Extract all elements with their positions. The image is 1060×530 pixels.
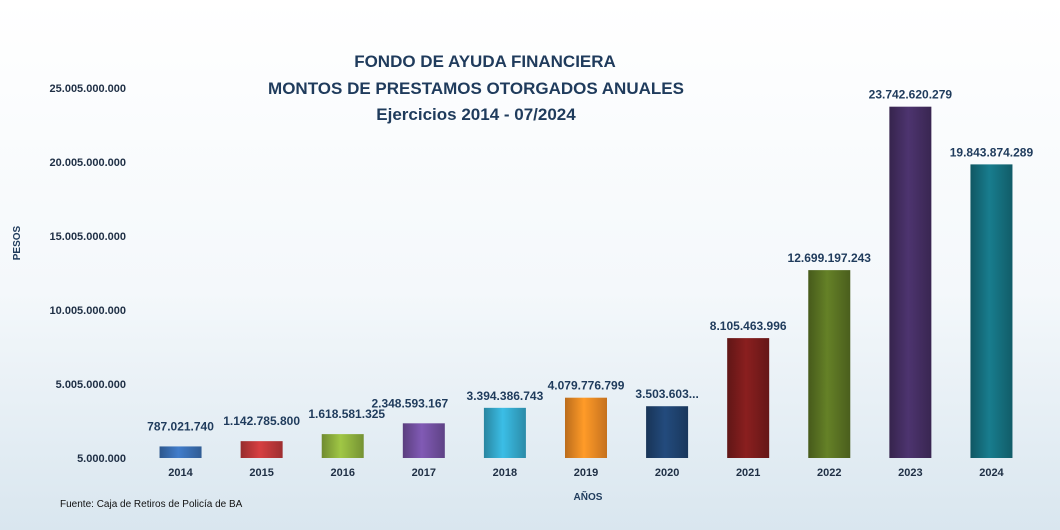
x-tick-2020: 2020: [655, 467, 679, 479]
data-label-2022: 12.699.197.243: [788, 251, 872, 265]
data-labels: 787.021.740 1.142.785.800 1.618.581.3252.3…: [147, 88, 1033, 434]
data-label-2017: 2.348.593.167: [371, 396, 448, 410]
bar-2019: [565, 397, 607, 458]
data-label-2016: 1.618.581.325: [308, 407, 385, 421]
y-axis-ticks: 5.000.000 5.005.000.000 10.005.000.000 15.0…: [50, 83, 126, 465]
x-tick-2024: 2024: [979, 467, 1004, 479]
x-tick-2014: 2014: [168, 467, 193, 479]
data-label-2019: 4.079.776.799: [548, 379, 625, 393]
x-tick-2019: 2019: [574, 467, 598, 479]
bar-2024: [970, 164, 1013, 459]
data-label-2020: 3.503.603...: [635, 387, 698, 401]
bar-2021: [727, 338, 770, 458]
bar-2017: [402, 423, 445, 458]
y-tick-label: 20.005.000.000: [50, 157, 126, 169]
data-label-2023: 23.742.620.279: [869, 88, 953, 102]
y-tick-label: 5.000.000: [77, 453, 126, 465]
bar-2014: [159, 446, 202, 458]
y-axis-title: PESOS: [12, 225, 23, 260]
y-tick-label: 5.005.000.000: [56, 379, 126, 391]
data-label-2024: 19.843.874.289: [950, 145, 1034, 159]
bar-2020: [646, 406, 689, 458]
x-axis-ticks: 2014 2015 2016 2017 2018 2019 2020 2021 2022 2023…: [168, 467, 1004, 479]
x-tick-2021: 2021: [736, 467, 760, 479]
chart-title-line-1: FONDO DE AYUDA FINANCIERA: [354, 52, 616, 71]
x-tick-2017: 2017: [412, 467, 436, 479]
data-label-2015: 1.142.785.800: [223, 414, 300, 428]
x-tick-2016: 2016: [330, 467, 354, 479]
y-tick-label: 10.005.000.000: [50, 305, 126, 317]
y-tick-label: 15.005.000.000: [50, 231, 126, 243]
bars: [159, 106, 1013, 459]
y-tick-label: 25.005.000.000: [50, 83, 126, 95]
x-tick-2015: 2015: [249, 467, 273, 479]
data-label-2018: 3.394.386.743: [467, 389, 544, 403]
chart-title-line-2: MONTOS DE PRESTAMOS OTORGADOS ANUALES: [268, 79, 684, 98]
data-label-2014: 787.021.740: [147, 419, 214, 433]
chart-title-line-3: Ejercicios 2014 - 07/2024: [376, 105, 576, 124]
bar-2016: [321, 434, 364, 458]
x-axis-title: AÑOS: [574, 490, 603, 503]
bar-2015: [240, 441, 283, 458]
source-note: Fuente: Caja de Retiros de Policía de BA: [60, 499, 243, 510]
bar-2022: [808, 270, 851, 458]
x-tick-2018: 2018: [493, 467, 517, 479]
bar-2018: [483, 407, 526, 458]
data-label-2021: 8.105.463.996: [710, 319, 787, 333]
chart-title: FONDO DE AYUDA FINANCIERA MONTOS DE PRES…: [268, 52, 684, 124]
bar-2023: [889, 106, 932, 458]
x-tick-2023: 2023: [898, 467, 922, 479]
x-tick-2022: 2022: [817, 467, 841, 479]
